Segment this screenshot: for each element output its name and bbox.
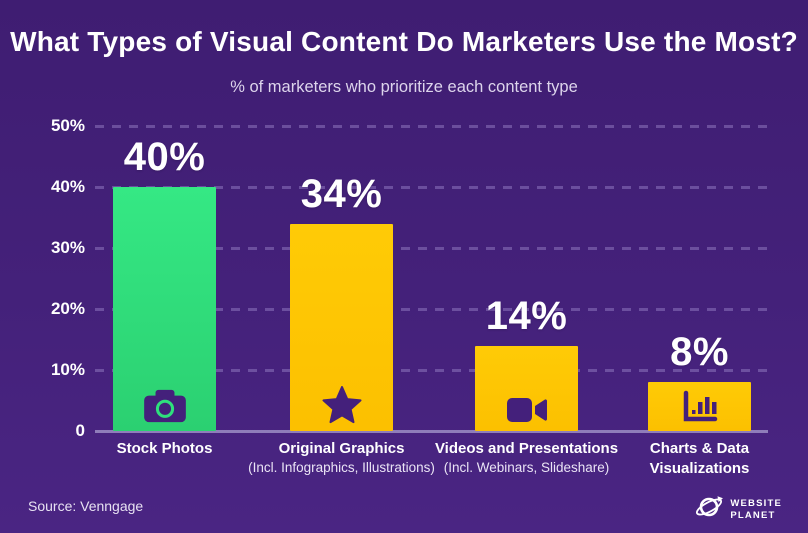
brand-name: WEBSITE PLANET	[730, 498, 782, 522]
gridline-50	[95, 124, 768, 128]
value-label-stock-photos: 40%	[123, 135, 206, 179]
gridline-10	[95, 368, 768, 372]
y-axis-label-0: 0	[75, 421, 85, 440]
category-label-stock-photos: Stock Photos	[55, 439, 275, 459]
bar-original-graphics	[290, 223, 393, 431]
category-label-original-graphics: Original Graphics (Incl. Infographics, Il…	[232, 439, 452, 477]
x-axis-line	[95, 430, 768, 433]
gridline-20	[95, 307, 768, 311]
value-label-videos-and-presentations: 14%	[485, 293, 568, 338]
chart-title: What Types of Visual Content Do Marketer…	[10, 26, 798, 57]
brand-logo: WEBSITE PLANET	[694, 492, 782, 527]
bar-stock-photos	[113, 187, 216, 431]
video-camera-icon	[475, 396, 578, 424]
brand-line1: WEBSITE	[730, 497, 782, 509]
bar-charts-and-data-visualizations	[648, 382, 751, 431]
y-axis-label-30: 30%	[50, 238, 85, 257]
gridline-40	[95, 185, 768, 189]
category-label-charts-and-data-visualizations: Charts & Data Visualizations	[590, 439, 808, 480]
category-sublabel: (Incl. Infographics, Illustrations)	[248, 460, 435, 476]
value-label-charts-and-data-visualizations: 8%	[670, 330, 729, 375]
source-text: Source: Venngage	[28, 498, 144, 514]
category-sublabel: (Incl. Webinars, Slideshare)	[443, 460, 610, 476]
category-label-videos-and-presentations: Videos and Presentations (Incl. Webinars,…	[417, 439, 637, 477]
gridline-30	[95, 246, 768, 250]
bar-chart-icon	[648, 390, 751, 424]
category-text: Original Graphics	[278, 440, 405, 457]
category-text: Videos and Presentations	[434, 440, 619, 457]
category-text: Charts & Data Visualizations	[649, 440, 750, 478]
category-text: Stock Photos	[116, 440, 213, 457]
bar-videos-and-presentations	[475, 345, 578, 431]
y-axis-label-50: 50%	[50, 116, 85, 135]
value-label-original-graphics: 34%	[300, 171, 383, 216]
y-axis-label-10: 10%	[50, 360, 85, 379]
y-axis-label-20: 20%	[50, 299, 85, 318]
y-axis-label-40: 40%	[50, 177, 85, 196]
planet-icon	[694, 492, 724, 527]
plot-area: 50% 40% 30% 20% 10% 0 40% Stock Photos 34% Orig…	[51, 116, 768, 477]
brand-line2: PLANET	[730, 509, 776, 521]
camera-icon	[113, 388, 216, 424]
star-icon	[290, 386, 393, 424]
chart-subtitle: % of marketers who prioritize each conte…	[230, 78, 578, 96]
